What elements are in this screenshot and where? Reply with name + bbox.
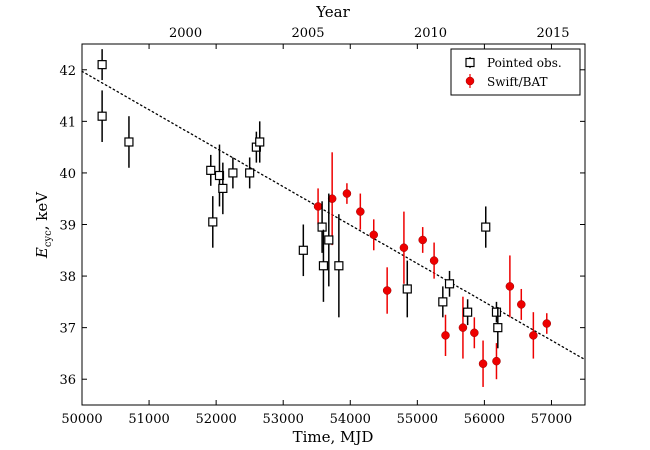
x-tick-label: 50000: [61, 412, 102, 427]
swift-point: [313, 202, 323, 211]
x-tick-label: 52000: [195, 412, 236, 427]
y-axis-label: Ecyc, keV: [33, 191, 54, 259]
x-tick-label: 57000: [531, 412, 572, 427]
legend-box: [450, 48, 581, 96]
top-tick-label: 2005: [291, 26, 324, 41]
swift-point: [441, 331, 450, 340]
pointed-point: [228, 168, 238, 178]
legend-label-pointed: Pointed obs.: [487, 56, 562, 70]
legend-marker-swift: [465, 74, 475, 88]
fit-line: [81, 70, 586, 361]
swift-point: [356, 207, 365, 216]
pointed-point: [324, 235, 334, 245]
x-tick-label: 55000: [397, 412, 438, 427]
y-tick-label: 36: [59, 373, 76, 388]
top-axis-label: Year: [315, 3, 350, 21]
swift-point: [369, 230, 378, 240]
swift-point: [492, 356, 501, 366]
top-tick-label: 2010: [414, 26, 447, 41]
pointed-point: [491, 307, 502, 317]
x-tick-label: 56000: [464, 412, 505, 427]
y-tick-label: 39: [59, 219, 76, 234]
top-tick-label: 2000: [169, 26, 202, 41]
pointed-point: [245, 168, 255, 178]
plot-content: [81, 49, 586, 387]
pointed-point: [444, 279, 455, 289]
x-tick-label: 51000: [128, 412, 169, 427]
legend: Pointed obs. Swift/BAT: [450, 48, 581, 96]
y-tick-label: 41: [59, 115, 76, 130]
pointed-point: [255, 137, 265, 147]
swift-point: [458, 323, 468, 332]
swift-point: [470, 328, 479, 338]
swift-point: [542, 319, 552, 328]
swift-point: [429, 256, 439, 265]
pointed-point: [493, 323, 503, 333]
legend-label-swift: Swift/BAT: [487, 75, 547, 89]
pointed-point: [218, 183, 228, 193]
pointed-point: [97, 111, 107, 121]
pointed-point: [97, 60, 107, 70]
pointed-point: [206, 165, 216, 175]
pointed-point: [481, 222, 491, 232]
y-axis-label-rest: , keV: [33, 191, 51, 231]
y-axis-label-main: E: [33, 247, 51, 259]
pointed-point: [318, 261, 329, 271]
swift-point: [418, 235, 427, 245]
swift-point: [342, 189, 352, 198]
y-tick-label: 37: [59, 322, 76, 337]
swift-point: [505, 282, 515, 291]
y-tick-label: 42: [59, 64, 76, 79]
plot-frame: [81, 43, 586, 406]
swift-point: [382, 286, 392, 295]
pointed-point: [463, 307, 473, 317]
x-tick-label: 53000: [263, 412, 304, 427]
axes: 50000 51000 52000 53000 54000 55000 56000 57000…: [59, 26, 585, 427]
y-axis-label-sub: cyc: [43, 230, 54, 247]
pointed-point: [298, 245, 308, 255]
pointed-point: [438, 297, 448, 307]
swift-point: [478, 359, 488, 368]
legend-marker-pointed: [465, 57, 475, 68]
swift-point: [399, 243, 409, 252]
swift-point: [517, 300, 526, 309]
pointed-point: [124, 137, 134, 147]
pointed-point: [402, 284, 412, 294]
x-axis-label: Time, MJD: [293, 428, 374, 446]
y-tick-label: 40: [59, 167, 76, 182]
top-tick-label: 2015: [536, 26, 569, 41]
pointed-point: [334, 261, 344, 271]
pointed-point: [317, 222, 327, 232]
x-tick-label: 54000: [330, 412, 371, 427]
pointed-point: [208, 217, 218, 227]
y-tick-label: 38: [59, 270, 76, 285]
swift-point: [529, 331, 538, 340]
